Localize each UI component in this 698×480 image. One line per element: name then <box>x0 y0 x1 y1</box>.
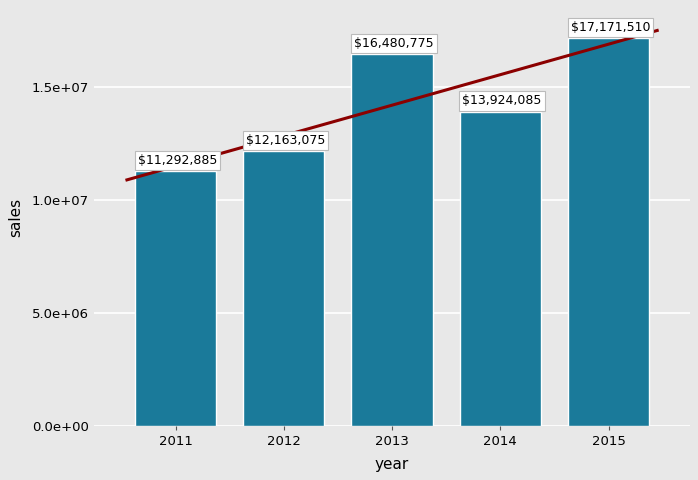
Text: $16,480,775: $16,480,775 <box>354 37 434 50</box>
Text: $11,292,885: $11,292,885 <box>138 154 217 167</box>
Bar <box>135 171 216 426</box>
Text: $13,924,085: $13,924,085 <box>462 95 542 108</box>
Text: $17,171,510: $17,171,510 <box>571 21 650 34</box>
Bar <box>352 54 433 426</box>
Y-axis label: sales: sales <box>8 197 23 237</box>
X-axis label: year: year <box>375 456 409 472</box>
Bar <box>568 38 649 426</box>
Bar <box>460 111 541 426</box>
Text: $12,163,075: $12,163,075 <box>246 134 325 147</box>
Bar <box>244 151 325 426</box>
